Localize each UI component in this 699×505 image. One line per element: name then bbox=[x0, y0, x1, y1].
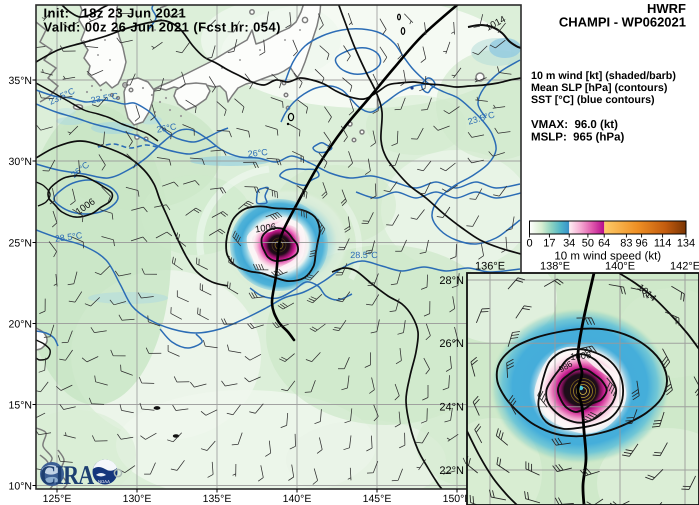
svg-text:134: 134 bbox=[677, 238, 695, 250]
svg-text:34: 34 bbox=[563, 238, 575, 250]
svg-text:50: 50 bbox=[582, 238, 594, 250]
svg-text:24°N: 24°N bbox=[439, 402, 464, 414]
svg-text:17: 17 bbox=[543, 238, 555, 250]
svg-text:64: 64 bbox=[598, 238, 610, 250]
svg-text:28.5°C: 28.5°C bbox=[350, 250, 378, 260]
svg-text:35°N: 35°N bbox=[9, 75, 32, 87]
svg-text:HWRF: HWRF bbox=[647, 1, 686, 16]
svg-text:VMAX: 96.0 (kt): VMAX: 96.0 (kt) bbox=[531, 119, 618, 131]
svg-text:10°N: 10°N bbox=[9, 480, 32, 492]
svg-text:142°E: 142°E bbox=[670, 261, 699, 273]
svg-text:140°E: 140°E bbox=[605, 261, 635, 273]
svg-text:135°E: 135°E bbox=[203, 493, 232, 505]
svg-text:CHAMPI - WP062021: CHAMPI - WP062021 bbox=[559, 15, 686, 30]
svg-text:30°N: 30°N bbox=[9, 156, 32, 168]
svg-text:125°E: 125°E bbox=[43, 493, 72, 505]
svg-text:MSLP: 965 (hPa): MSLP: 965 (hPa) bbox=[531, 132, 624, 144]
svg-text:10 m wind speed (kt): 10 m wind speed (kt) bbox=[554, 251, 661, 263]
svg-text:Valid: 00z 26 Jun 2021 (Fcst h: Valid: 00z 26 Jun 2021 (Fcst hr: 054) bbox=[44, 20, 281, 35]
svg-text:23.5°C: 23.5°C bbox=[90, 91, 119, 106]
svg-text:26°C: 26°C bbox=[247, 147, 269, 159]
svg-text:150°E: 150°E bbox=[443, 493, 472, 505]
svg-text:96: 96 bbox=[635, 238, 647, 250]
svg-text:20°N: 20°N bbox=[9, 318, 32, 330]
svg-text:Mean SLP [hPa] (contours): Mean SLP [hPa] (contours) bbox=[531, 82, 668, 94]
svg-text:28.5°C: 28.5°C bbox=[54, 230, 83, 244]
svg-text:1006: 1006 bbox=[254, 222, 276, 236]
svg-text:26°C: 26°C bbox=[156, 121, 178, 134]
svg-text:140°E: 140°E bbox=[283, 493, 312, 505]
svg-text:CIRA: CIRA bbox=[40, 460, 95, 490]
svg-text:136°E: 136°E bbox=[475, 261, 505, 273]
svg-text:15°N: 15°N bbox=[9, 399, 32, 411]
svg-text:145°E: 145°E bbox=[363, 493, 392, 505]
svg-text:1006: 1006 bbox=[570, 350, 592, 363]
svg-text:130°E: 130°E bbox=[123, 493, 152, 505]
svg-text:NOAA: NOAA bbox=[98, 479, 110, 484]
svg-text:22°N: 22°N bbox=[439, 465, 464, 477]
svg-text:114: 114 bbox=[654, 238, 672, 250]
svg-text:138°E: 138°E bbox=[540, 261, 570, 273]
svg-text:83: 83 bbox=[620, 238, 632, 250]
svg-text:28°N: 28°N bbox=[439, 275, 464, 287]
svg-text:Init: 18z 23 Jun 2021: Init: 18z 23 Jun 2021 bbox=[44, 6, 187, 21]
svg-text:10 m wind [kt] (shaded/barb): 10 m wind [kt] (shaded/barb) bbox=[531, 70, 676, 82]
svg-text:25°N: 25°N bbox=[9, 237, 32, 249]
svg-text:SST [°C] (blue contours): SST [°C] (blue contours) bbox=[531, 94, 655, 106]
svg-text:26°N: 26°N bbox=[439, 338, 464, 350]
svg-text:0: 0 bbox=[526, 238, 532, 250]
